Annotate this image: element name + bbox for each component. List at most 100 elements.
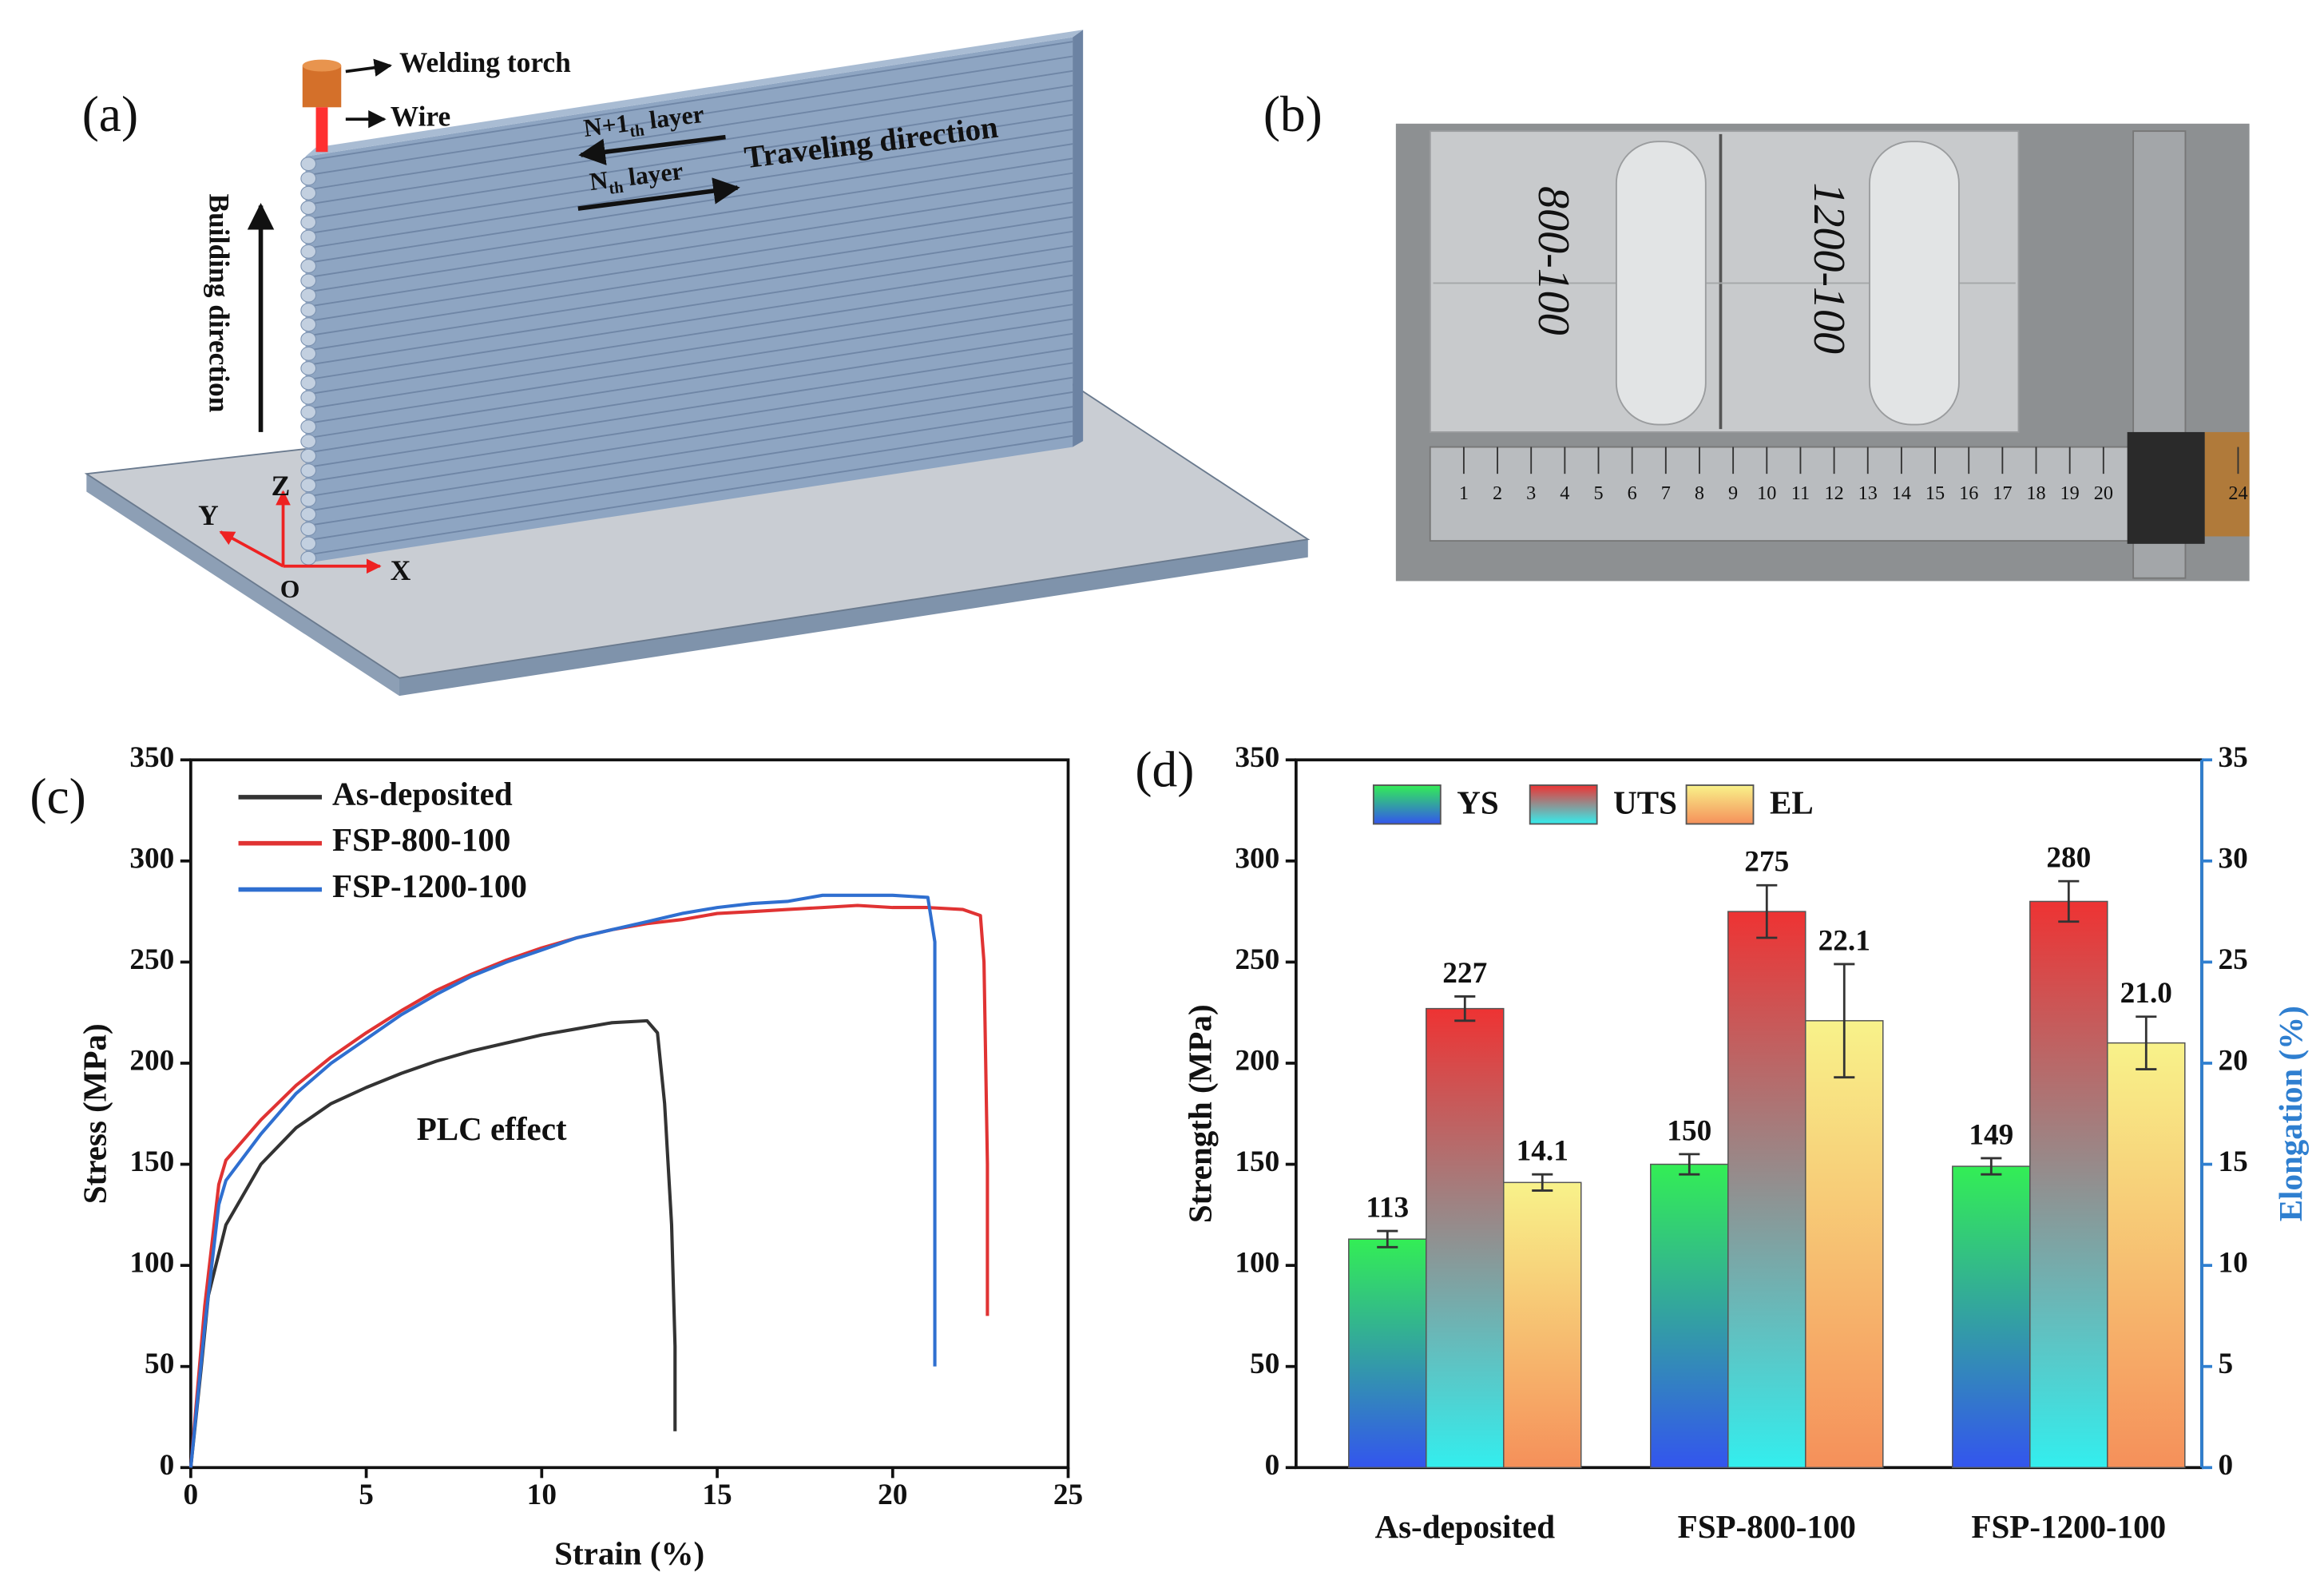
value-label: 113 xyxy=(1366,1192,1409,1225)
axis-y xyxy=(219,530,284,568)
axis-label: Z xyxy=(272,470,291,502)
y-tick-label: 350 xyxy=(1235,741,1279,774)
x-tick-label: 5 xyxy=(359,1479,374,1511)
ruler-number: 12 xyxy=(1824,482,1843,504)
wall-front xyxy=(305,37,1073,564)
pointer xyxy=(345,58,393,77)
y-tick-label: 300 xyxy=(129,842,174,875)
layer-bead xyxy=(300,375,317,391)
bar xyxy=(1727,911,1806,1468)
value-label: 21.0 xyxy=(2120,977,2172,1010)
layer-line xyxy=(305,245,1073,367)
ruler-number: 11 xyxy=(1791,482,1810,504)
ruler-scale: 1 2 3 4 5 6 7 8 9 10 11 12 13 14 15 16 17 18 19 20 24 xyxy=(1459,447,2248,504)
layer-bead xyxy=(300,185,317,200)
series-line xyxy=(188,893,937,1468)
layer-bead xyxy=(300,200,317,215)
layer-bead xyxy=(300,478,317,493)
ruler-number: 2 xyxy=(1493,482,1502,504)
y-tick-label: 50 xyxy=(145,1348,174,1380)
legend-swatch xyxy=(1529,784,1598,825)
layer-line xyxy=(305,362,1073,483)
layer-bead xyxy=(300,492,317,507)
handwriting: 800-100 xyxy=(1529,186,1578,335)
panel-label: (a) xyxy=(82,85,138,142)
annotation: PLC effect xyxy=(417,1110,567,1147)
torch-label: Welding torch xyxy=(399,46,571,78)
ruler-number: 15 xyxy=(1925,482,1945,504)
layer-bead xyxy=(300,361,317,376)
chart-d: (d) 0 50 100 150 200 250 300 350 Strength (MPa) 0 5… xyxy=(1135,740,2309,1545)
legend-label: EL xyxy=(1770,784,1814,821)
layer-line xyxy=(305,274,1073,395)
y-tick-label: 200 xyxy=(129,1045,174,1078)
legend-label: FSP-800-100 xyxy=(332,821,510,858)
x-tick-label: 20 xyxy=(878,1479,907,1511)
bar xyxy=(1952,1165,2031,1468)
y2-axis-label: Elongation (%) xyxy=(2272,1006,2309,1221)
bar xyxy=(1348,1238,1427,1468)
layer-line xyxy=(305,99,1073,220)
layer-bead xyxy=(300,404,317,419)
layer-bead xyxy=(300,273,317,288)
y-tick-label: 100 xyxy=(129,1247,174,1280)
x-tick-label: As-deposited xyxy=(1374,1508,1555,1545)
layer-line xyxy=(305,187,1073,308)
layer-line xyxy=(305,376,1073,498)
layer-line xyxy=(305,289,1073,411)
layer-line xyxy=(305,85,1073,206)
layer-bead xyxy=(300,448,317,463)
series-line xyxy=(188,1018,677,1468)
legend-label: FSP-1200-100 xyxy=(332,867,527,904)
x-tick-label: 10 xyxy=(527,1479,557,1511)
ruler-number: 24 xyxy=(2228,482,2247,504)
layer-bead xyxy=(300,317,317,332)
x-tick-label: 25 xyxy=(1053,1479,1083,1511)
plot-frame xyxy=(189,758,1070,1470)
ruler-number: 3 xyxy=(1526,482,1536,504)
layer-line xyxy=(305,304,1073,425)
y-tick-label: 150 xyxy=(1235,1145,1279,1178)
wall-layers xyxy=(300,41,1073,566)
bar xyxy=(2029,900,2108,1468)
layer-bead xyxy=(300,536,317,551)
layer-line xyxy=(305,347,1073,469)
value-label: 150 xyxy=(1667,1114,1711,1147)
y2-tick-label: 15 xyxy=(2218,1145,2247,1178)
y2-tick-label: 20 xyxy=(2218,1045,2247,1078)
ruler-number: 20 xyxy=(2094,482,2113,504)
layer-bead xyxy=(300,303,317,317)
specimen xyxy=(1615,141,1707,426)
y-axis-label: Stress (MPa) xyxy=(77,1023,113,1204)
panel-a: (a) Welding torch Wire N+1th layer Nth l… xyxy=(82,30,1311,697)
ruler-number: 6 xyxy=(1628,482,1637,504)
bar xyxy=(1650,1163,1729,1468)
y2-tick-label: 35 xyxy=(2218,741,2247,774)
wood xyxy=(2204,431,2250,537)
layer-line xyxy=(305,113,1073,235)
wire xyxy=(315,107,328,153)
layer-line xyxy=(305,435,1073,556)
plate-side xyxy=(399,539,1308,697)
layer-bead xyxy=(300,390,317,405)
ruler-number: 5 xyxy=(1593,482,1603,504)
bar xyxy=(1503,1181,1582,1468)
ruler-number: 14 xyxy=(1892,482,1911,504)
chart-c: (c) 0 50 100 150 200 250 300 350 Stress (MPa) 0 5 10… xyxy=(30,741,1083,1572)
layer-bead xyxy=(300,259,317,274)
x-tick-label: FSP-1200-100 xyxy=(1971,1508,2166,1545)
legend-label: YS xyxy=(1457,784,1498,821)
axis-label: Y xyxy=(198,499,219,531)
layer-line xyxy=(305,128,1073,250)
bar xyxy=(1805,1020,1884,1468)
value-label: 280 xyxy=(2046,842,2091,875)
wire-label: Wire xyxy=(391,100,450,132)
layer-bead xyxy=(300,215,317,230)
layer-bead xyxy=(300,434,317,449)
layer-line xyxy=(305,332,1073,454)
legend-swatch xyxy=(1685,784,1755,825)
layer-bead xyxy=(300,229,317,244)
value-label: 22.1 xyxy=(1818,924,1870,957)
layer-bead xyxy=(300,419,317,435)
